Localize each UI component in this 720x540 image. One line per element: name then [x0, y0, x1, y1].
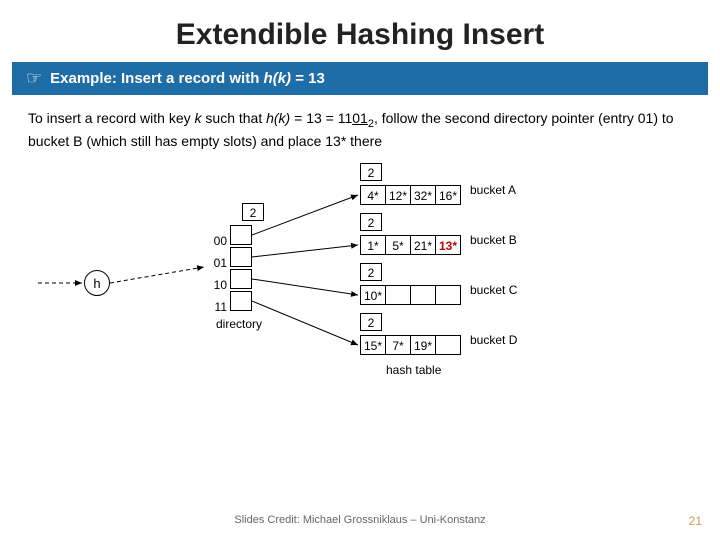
page-title: Extendible Hashing Insert: [0, 0, 720, 62]
bucket-c-depth: 2: [360, 263, 382, 281]
bucket-d-label: bucket D: [470, 333, 530, 347]
bucket-b-label: bucket B: [470, 233, 530, 247]
bucket-b-cells: 1*5*21*13*: [360, 235, 461, 255]
slide: { "title": "Extendible Hashing Insert", …: [0, 0, 720, 540]
dir-entry-11: 11: [206, 291, 252, 317]
bucket-a-depth: 2: [360, 163, 382, 181]
subtitle-text: Example: Insert a record with h(k) = 13: [50, 70, 325, 87]
directory-label: directory: [216, 317, 262, 331]
slide-credit: Slides Credit: Michael Grossniklaus – Un…: [0, 514, 720, 526]
bucket-c-label: bucket C: [470, 283, 530, 297]
bucket-d-depth: 2: [360, 313, 382, 331]
bucket-d-cells: 15*7*19*: [360, 335, 461, 355]
page-number: 21: [689, 514, 702, 528]
bucket-b-depth: 2: [360, 213, 382, 231]
subtitle-band: ☞ Example: Insert a record with h(k) = 1…: [12, 62, 708, 95]
global-depth-box: 2: [242, 203, 264, 221]
bucket-a-cells: 4*12*32*16*: [360, 185, 461, 205]
body-text: To insert a record with key k such that …: [0, 95, 720, 151]
bucket-c-cells: 10*: [360, 285, 461, 305]
hash-function-node: h: [84, 270, 110, 296]
inserted-cell: 13*: [435, 235, 461, 255]
bucket-a-label: bucket A: [470, 183, 530, 197]
hash-table-label: hash table: [386, 363, 441, 377]
hand-icon: ☞: [26, 68, 42, 89]
diagram: h 2 00 01 10 11 directory 2 4*12*32*16* …: [30, 155, 690, 425]
